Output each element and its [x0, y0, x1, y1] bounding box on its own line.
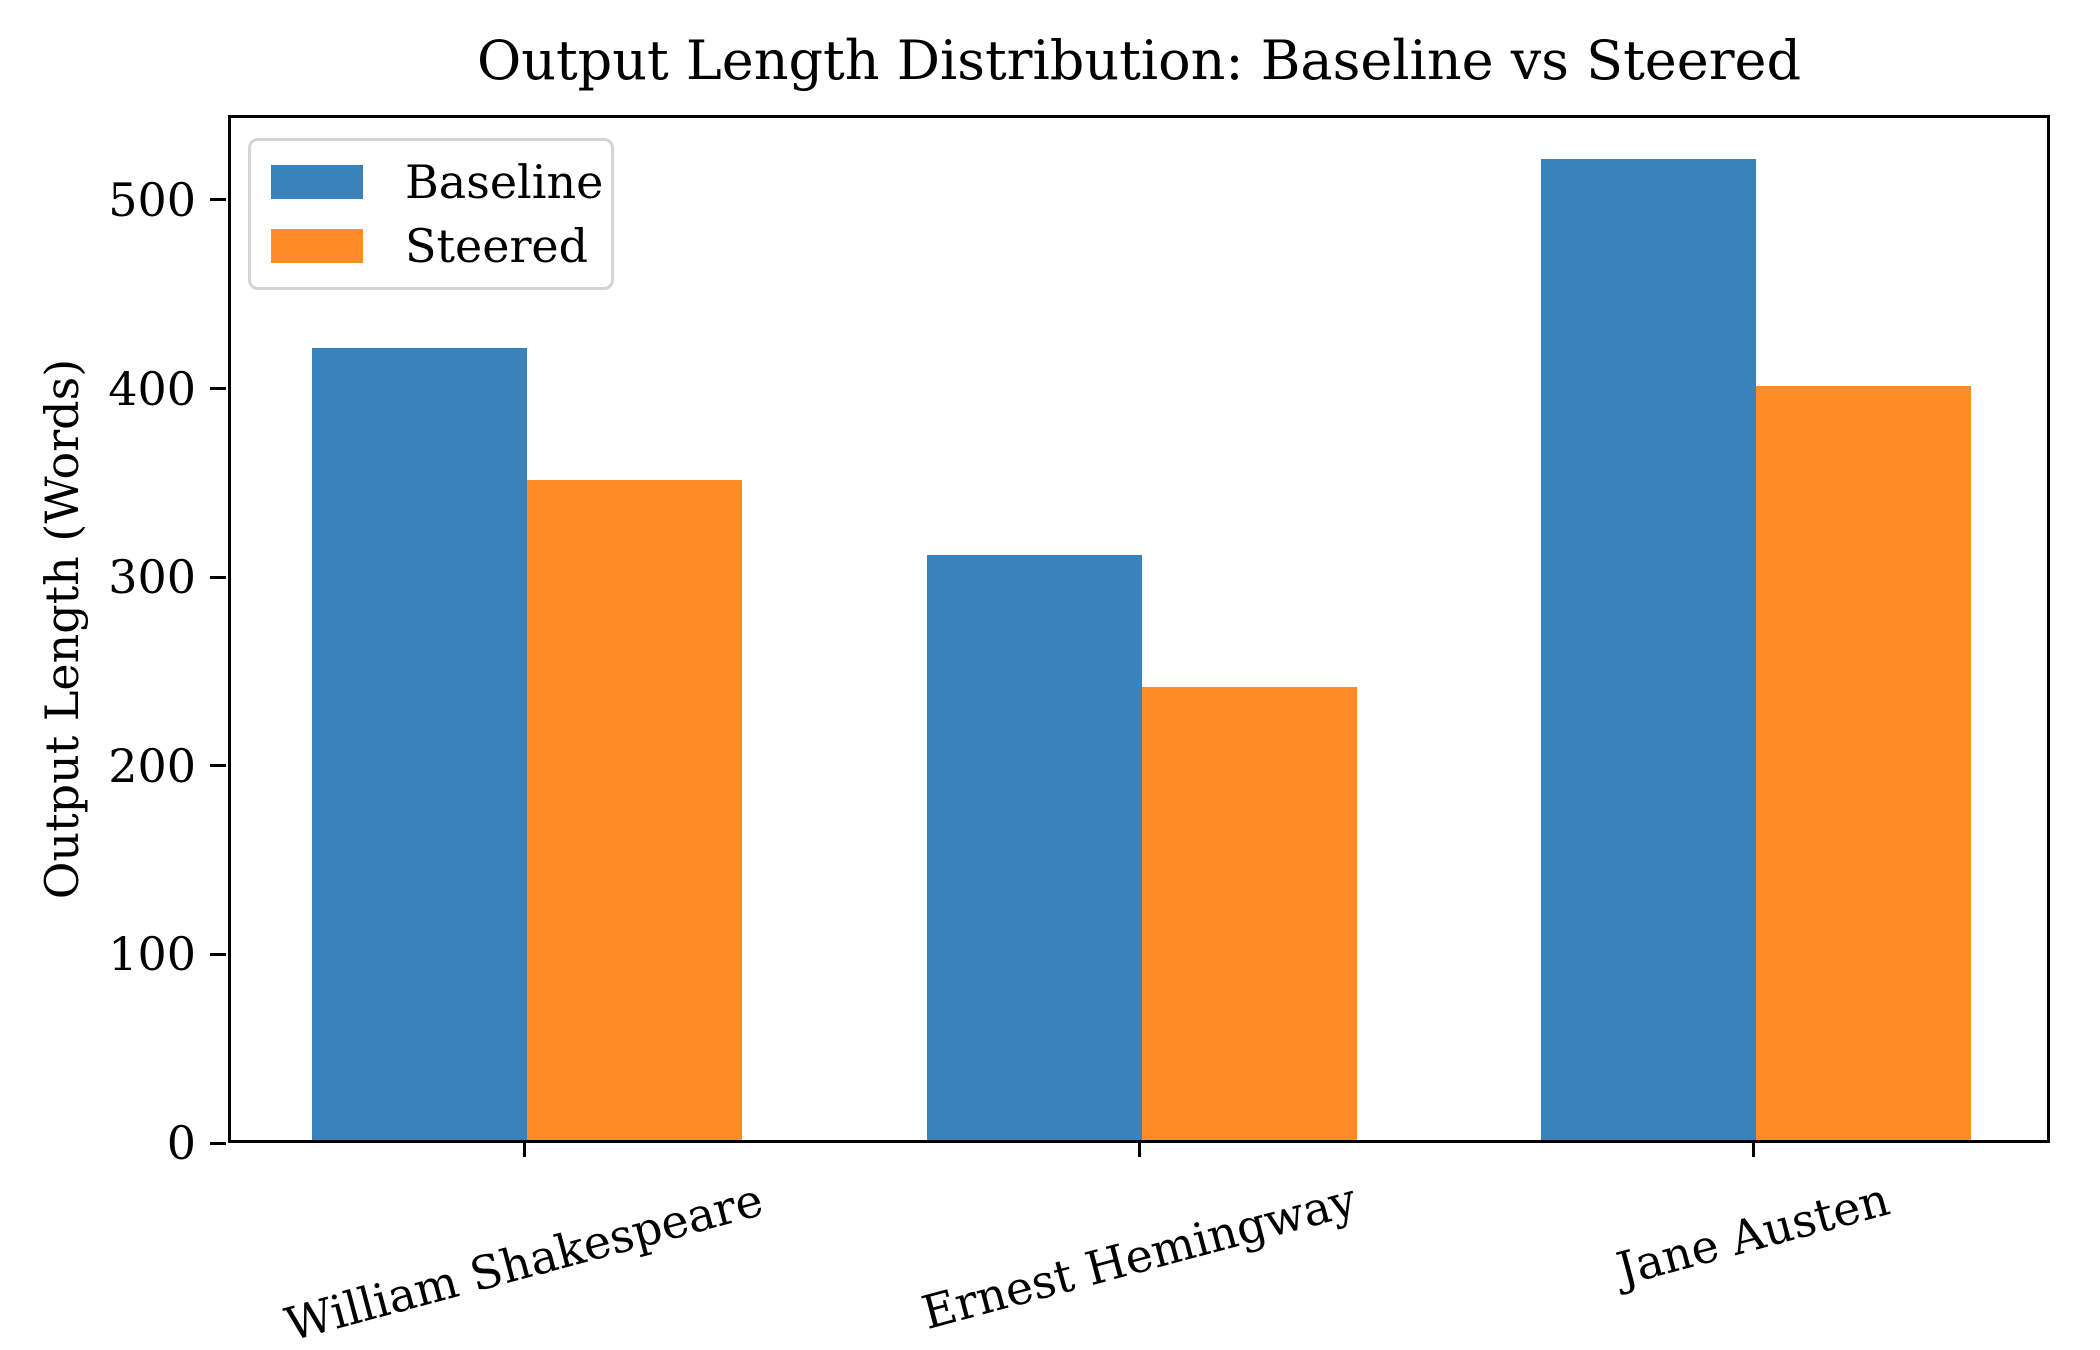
plot-area	[228, 115, 2050, 1143]
legend-label-baseline: Baseline	[405, 155, 604, 209]
y-axis-label: Output Length (Words)	[35, 358, 89, 900]
y-tick-label-500: 500	[108, 172, 196, 227]
legend-swatch-steered	[271, 229, 363, 263]
y-tick-label-0: 0	[166, 1116, 196, 1170]
y-tick-label-300: 300	[108, 550, 196, 605]
y-tick-mark-100	[210, 952, 226, 956]
y-tick-label-400: 400	[108, 361, 196, 416]
y-tick-mark-200	[210, 764, 226, 768]
legend-swatch-baseline	[271, 165, 363, 199]
y-tick-mark-400	[210, 387, 226, 390]
x-tick-mark-1	[522, 1143, 526, 1157]
x-tick-label-william-shakespeare: William Shakespeare	[279, 1172, 769, 1350]
bar-steered-ernest-hemingway	[1142, 687, 1357, 1140]
y-tick-label-200: 200	[108, 738, 196, 793]
bar-baseline-william-shakespeare	[312, 348, 527, 1140]
legend-item-baseline: Baseline	[271, 159, 611, 205]
legend: Baseline Steered	[248, 138, 614, 290]
y-tick-label-100: 100	[108, 927, 196, 982]
chart-title: Output Length Distribution: Baseline vs …	[476, 29, 1802, 92]
bar-steered-william-shakespeare	[527, 480, 742, 1140]
y-tick-mark-0	[210, 1141, 226, 1145]
x-tick-mark-3	[1751, 1143, 1755, 1157]
bar-baseline-ernest-hemingway	[927, 555, 1142, 1140]
y-tick-mark-500	[210, 198, 226, 202]
bar-baseline-jane-austen	[1541, 159, 1756, 1140]
legend-label-steered: Steered	[405, 219, 589, 273]
y-tick-mark-300	[210, 575, 226, 579]
x-tick-label-ernest-hemingway: Ernest Hemingway	[916, 1172, 1362, 1340]
x-tick-mark-2	[1137, 1143, 1141, 1157]
bar-steered-jane-austen	[1756, 386, 1971, 1140]
x-tick-label-jane-austen: Jane Austen	[1611, 1171, 1895, 1297]
legend-item-steered: Steered	[271, 223, 611, 269]
